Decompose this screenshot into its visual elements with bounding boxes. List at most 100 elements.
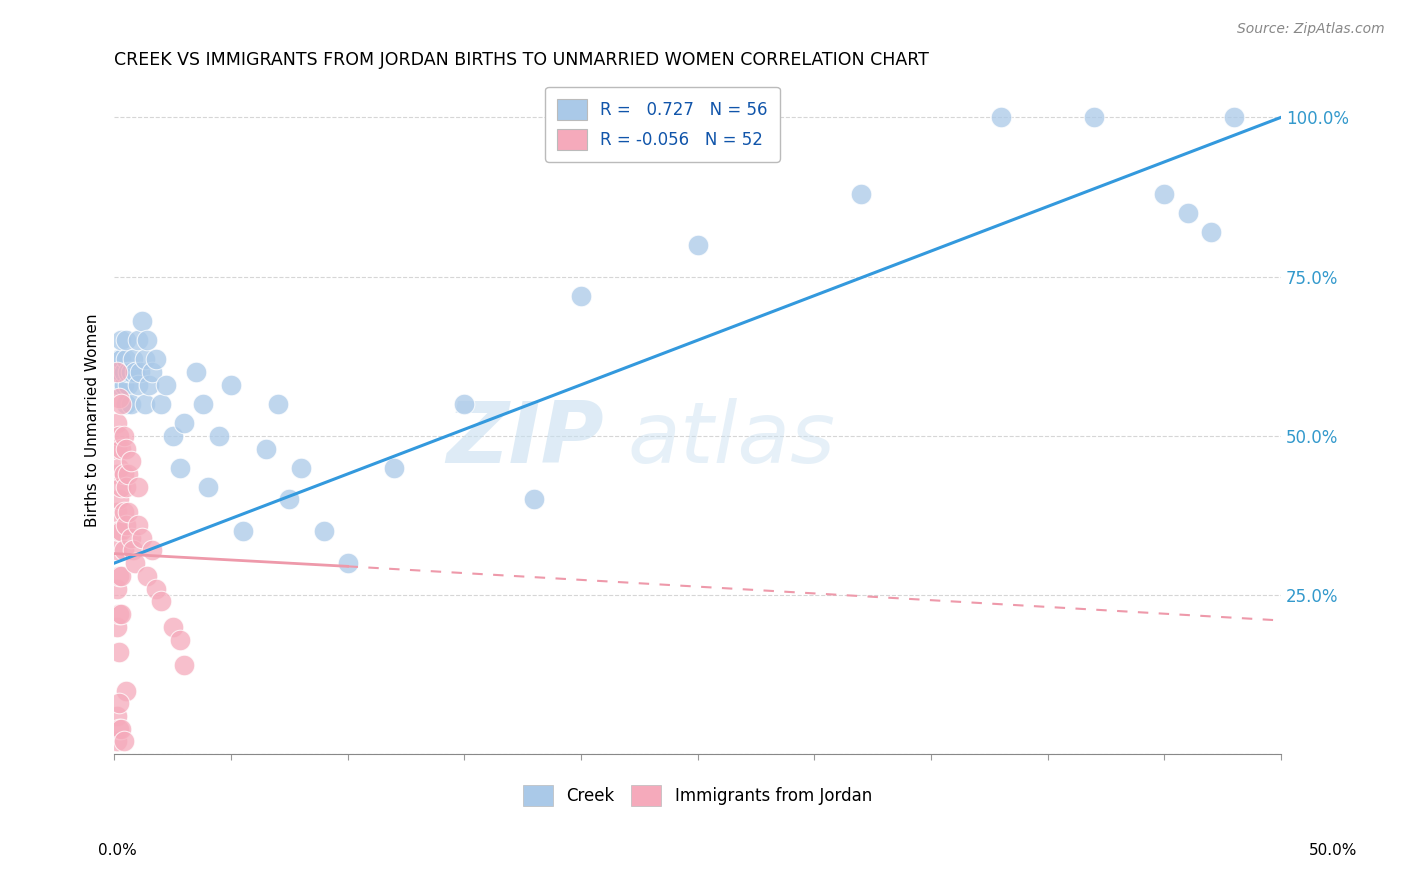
Point bbox=[162, 429, 184, 443]
Point bbox=[145, 582, 167, 596]
Point bbox=[208, 429, 231, 443]
Point bbox=[108, 607, 131, 621]
Point bbox=[110, 722, 132, 736]
Point bbox=[127, 518, 149, 533]
Point bbox=[108, 460, 131, 475]
Point bbox=[197, 480, 219, 494]
Point bbox=[336, 556, 359, 570]
Point bbox=[112, 543, 135, 558]
Point bbox=[135, 333, 157, 347]
Point bbox=[108, 429, 131, 443]
Point bbox=[141, 543, 163, 558]
Point bbox=[108, 352, 131, 367]
Point bbox=[569, 288, 592, 302]
Point bbox=[117, 365, 139, 379]
Point bbox=[382, 460, 405, 475]
Point bbox=[108, 377, 131, 392]
Point bbox=[990, 111, 1012, 125]
Point bbox=[278, 492, 301, 507]
Point bbox=[105, 582, 128, 596]
Point bbox=[112, 467, 135, 481]
Point bbox=[115, 518, 138, 533]
Point bbox=[149, 594, 172, 608]
Point bbox=[173, 658, 195, 673]
Point bbox=[686, 237, 709, 252]
Point bbox=[254, 442, 277, 456]
Point bbox=[110, 607, 132, 621]
Point bbox=[117, 377, 139, 392]
Point bbox=[108, 569, 131, 583]
Point bbox=[849, 186, 872, 201]
Point bbox=[105, 365, 128, 379]
Point bbox=[108, 492, 131, 507]
Point bbox=[115, 442, 138, 456]
Point bbox=[184, 365, 207, 379]
Point bbox=[131, 314, 153, 328]
Point bbox=[105, 543, 128, 558]
Point bbox=[112, 734, 135, 748]
Point bbox=[1153, 186, 1175, 201]
Text: atlas: atlas bbox=[627, 399, 835, 482]
Point bbox=[117, 467, 139, 481]
Point bbox=[117, 505, 139, 519]
Text: 0.0%: 0.0% bbox=[98, 843, 138, 858]
Point bbox=[169, 632, 191, 647]
Point bbox=[1177, 206, 1199, 220]
Point bbox=[112, 429, 135, 443]
Text: Source: ZipAtlas.com: Source: ZipAtlas.com bbox=[1237, 22, 1385, 37]
Point bbox=[112, 505, 135, 519]
Point bbox=[105, 505, 128, 519]
Point bbox=[124, 365, 146, 379]
Point bbox=[105, 442, 128, 456]
Point bbox=[134, 397, 156, 411]
Point bbox=[112, 377, 135, 392]
Point bbox=[115, 683, 138, 698]
Point bbox=[110, 480, 132, 494]
Text: ZIP: ZIP bbox=[447, 399, 605, 482]
Point bbox=[169, 460, 191, 475]
Point bbox=[120, 397, 142, 411]
Point bbox=[108, 696, 131, 710]
Point bbox=[105, 620, 128, 634]
Point bbox=[115, 480, 138, 494]
Point bbox=[110, 569, 132, 583]
Point bbox=[120, 454, 142, 468]
Point bbox=[1083, 111, 1105, 125]
Point bbox=[145, 352, 167, 367]
Point bbox=[127, 480, 149, 494]
Point bbox=[219, 377, 242, 392]
Text: CREEK VS IMMIGRANTS FROM JORDAN BIRTHS TO UNMARRIED WOMEN CORRELATION CHART: CREEK VS IMMIGRANTS FROM JORDAN BIRTHS T… bbox=[114, 51, 929, 69]
Point bbox=[105, 709, 128, 723]
Point bbox=[108, 524, 131, 539]
Point bbox=[110, 524, 132, 539]
Point bbox=[110, 333, 132, 347]
Point bbox=[110, 397, 132, 411]
Point bbox=[162, 620, 184, 634]
Point bbox=[523, 492, 546, 507]
Point bbox=[121, 352, 143, 367]
Point bbox=[141, 365, 163, 379]
Point bbox=[155, 377, 177, 392]
Point bbox=[127, 333, 149, 347]
Point bbox=[1199, 225, 1222, 239]
Point bbox=[290, 460, 312, 475]
Y-axis label: Births to Unmarried Women: Births to Unmarried Women bbox=[86, 313, 100, 526]
Point bbox=[115, 333, 138, 347]
Point bbox=[105, 467, 128, 481]
Point bbox=[124, 556, 146, 570]
Point bbox=[105, 734, 128, 748]
Point bbox=[120, 531, 142, 545]
Point bbox=[108, 645, 131, 659]
Text: 50.0%: 50.0% bbox=[1309, 843, 1357, 858]
Legend: Creek, Immigrants from Jordan: Creek, Immigrants from Jordan bbox=[516, 778, 879, 813]
Point bbox=[191, 397, 214, 411]
Point bbox=[112, 365, 135, 379]
Point bbox=[127, 377, 149, 392]
Point bbox=[110, 442, 132, 456]
Point bbox=[173, 416, 195, 430]
Point bbox=[120, 365, 142, 379]
Point bbox=[115, 397, 138, 411]
Point bbox=[314, 524, 336, 539]
Point bbox=[453, 397, 475, 411]
Point bbox=[115, 352, 138, 367]
